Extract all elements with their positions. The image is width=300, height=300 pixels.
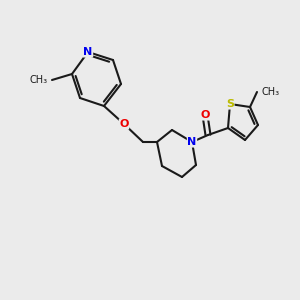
Text: S: S — [226, 99, 234, 109]
Text: O: O — [200, 110, 210, 120]
Text: N: N — [83, 47, 93, 57]
Text: CH₃: CH₃ — [30, 75, 48, 85]
Text: N: N — [188, 137, 196, 147]
Text: O: O — [119, 119, 129, 129]
Text: CH₃: CH₃ — [261, 87, 279, 97]
